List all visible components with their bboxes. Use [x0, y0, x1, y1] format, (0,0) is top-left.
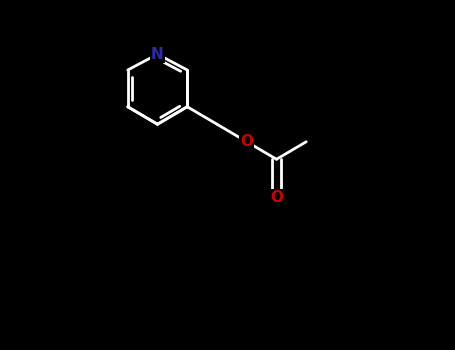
- Text: N: N: [151, 47, 164, 62]
- Text: O: O: [240, 134, 253, 149]
- Text: O: O: [270, 190, 283, 205]
